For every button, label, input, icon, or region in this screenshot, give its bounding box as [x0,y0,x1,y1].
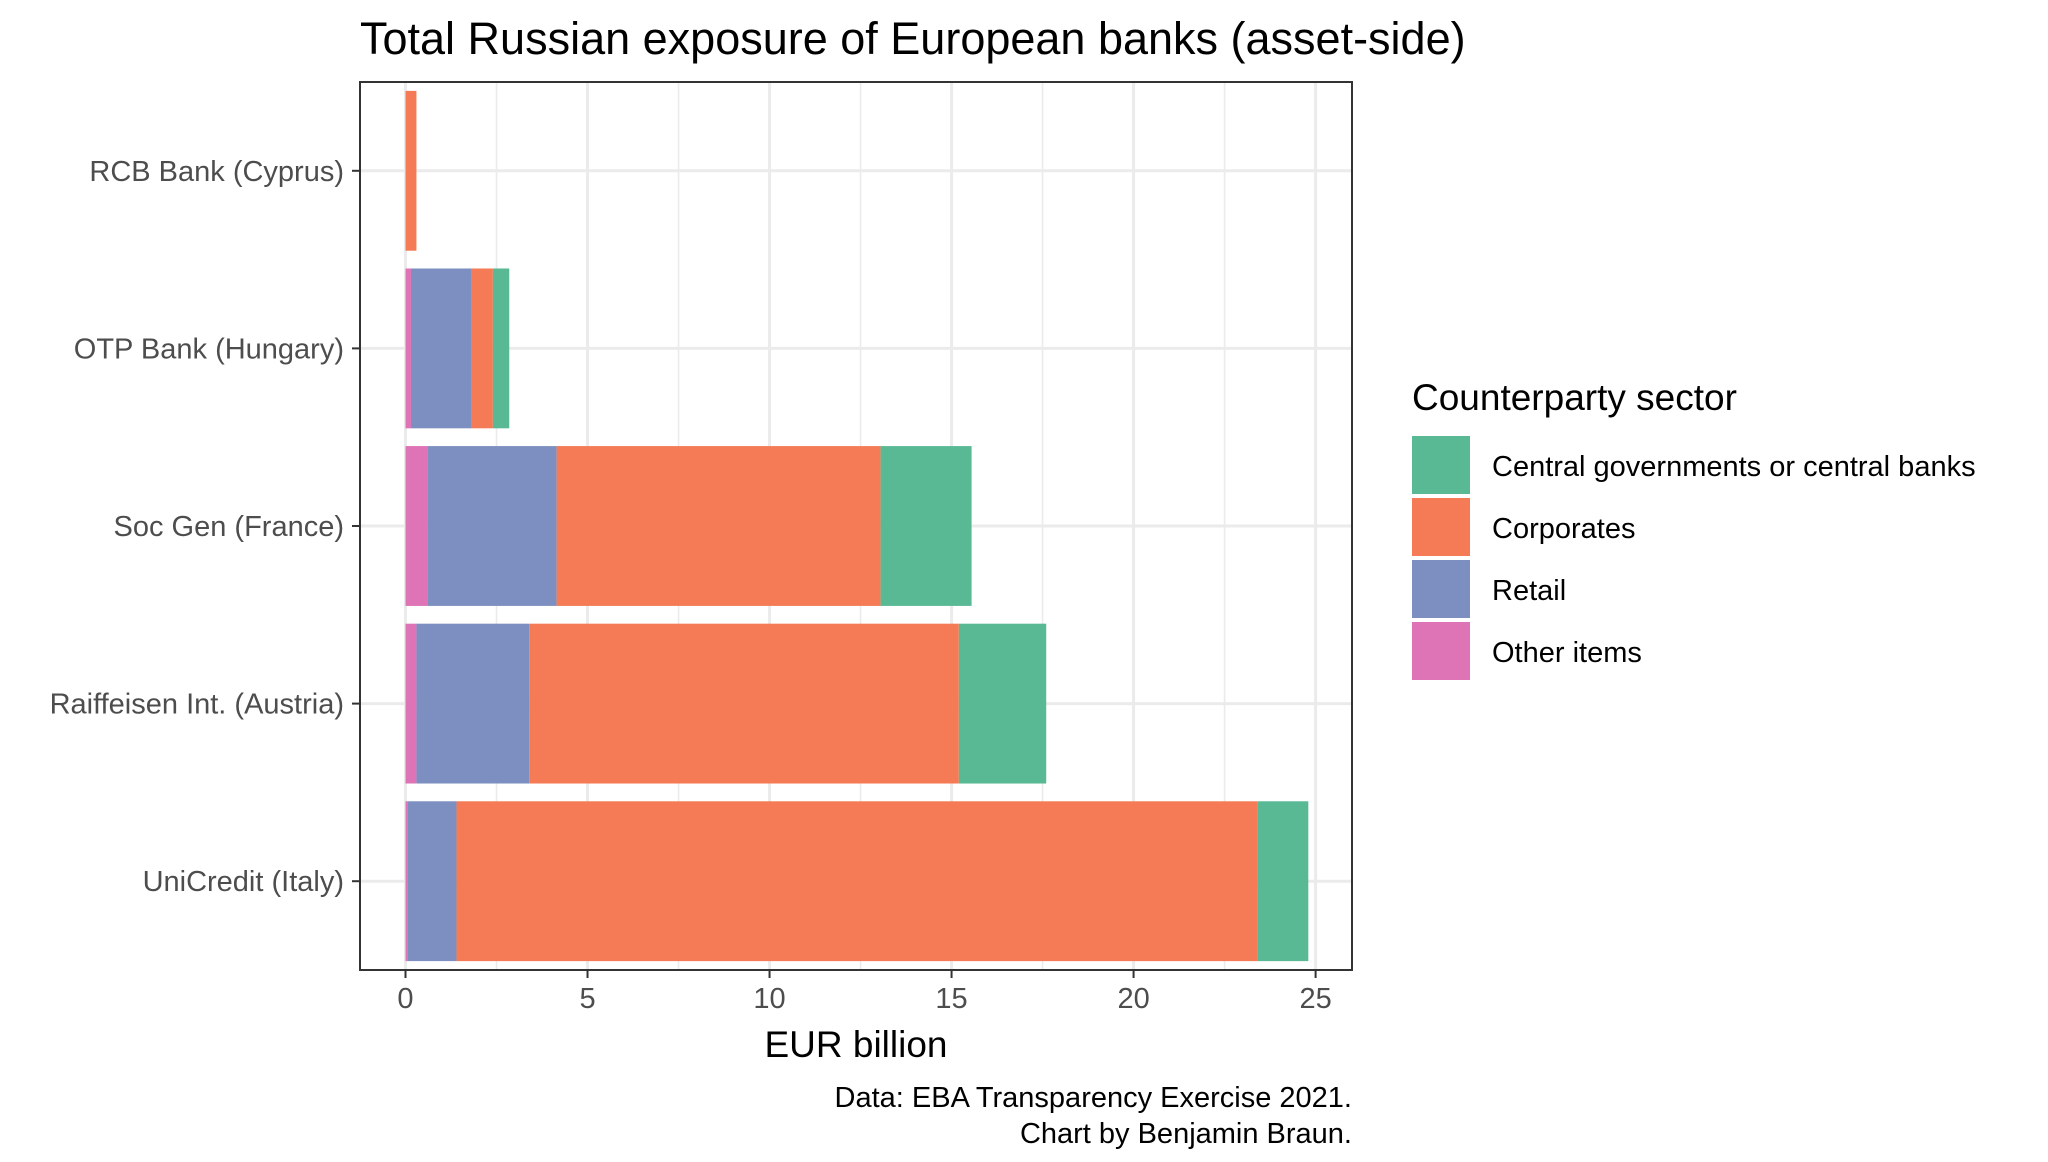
chart-title: Total Russian exposure of European banks… [360,13,1466,64]
bar-central-governments-or-central-banks [880,446,972,606]
legend-key-corporates [1412,498,1470,556]
y-axis: UniCredit (Italy) Raiffeisen Int. (Austri… [50,156,360,898]
y-tick-label: OTP Bank (Hungary) [74,333,344,365]
bars [405,90,1309,962]
bar-corporates [556,446,881,606]
bar-retail [416,623,530,784]
legend-key-other-items [1412,622,1470,680]
bar-other-items [405,446,428,606]
bar-corporates [471,268,493,429]
bar-central-governments-or-central-banks [492,268,510,429]
bar-retail [410,268,472,429]
y-tick-label: RCB Bank (Cyprus) [89,156,344,188]
bar-retail [427,446,557,606]
legend-label-retail: Retail [1492,575,1566,607]
legend-key-retail [1412,560,1470,618]
bar-central-governments-or-central-banks [1257,801,1309,962]
legend-label-other-items: Other items [1492,637,1642,669]
x-tick-label: 20 [1117,983,1149,1015]
bar-central-governments-or-central-banks [958,623,1047,784]
legend-title: Counterparty sector [1412,377,1737,418]
bar-corporates [529,623,959,784]
x-tick-label: 0 [397,983,413,1015]
x-tick-label: 15 [935,983,967,1015]
caption-line-1: Data: EBA Transparency Exercise 2021. [835,1082,1352,1114]
bar-other-items [405,268,411,429]
x-axis: 0 5 10 15 20 25 [397,970,1332,1015]
y-tick-label: Raiffeisen Int. (Austria) [50,689,344,721]
x-tick-label: 25 [1299,983,1331,1015]
legend-label-corporates: Corporates [1492,513,1635,545]
x-tick-label: 10 [753,983,785,1015]
x-axis-title: EUR billion [764,1024,947,1065]
bar-corporates [456,801,1258,962]
legend-key-central-governments-or-central-banks [1412,436,1470,494]
legend-label-central-governments-or-central-banks: Central governments or central banks [1492,451,1976,483]
legend: Counterparty sector Central governments … [1412,377,1976,680]
y-tick-label: Soc Gen (France) [114,511,344,543]
bar-other-items [405,801,408,962]
y-tick-label: UniCredit (Italy) [143,866,344,898]
bar-other-items [405,623,417,784]
bar-retail [407,801,457,962]
x-tick-label: 5 [579,983,595,1015]
caption-line-2: Chart by Benjamin Braun. [1020,1118,1352,1150]
bar-corporates [405,90,417,251]
